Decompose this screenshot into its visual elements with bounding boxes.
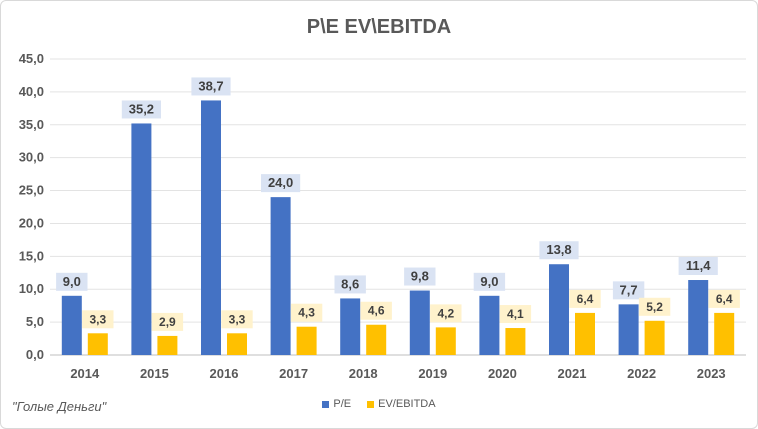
y-tick-label: 15,0	[19, 248, 44, 263]
y-tick-label: 30,0	[19, 150, 44, 165]
x-tick-label: 2020	[488, 366, 517, 381]
data-label-ev-ebitda: 4,6	[368, 304, 385, 318]
data-label-pe: 13,8	[546, 242, 571, 257]
data-label-ev-ebitda: 6,4	[577, 292, 594, 306]
bar-pe	[270, 197, 291, 355]
bar-ev-ebitda	[87, 333, 108, 355]
bar-pe	[479, 295, 500, 355]
bar-pe	[409, 290, 430, 355]
data-label-bg-ev-ebitda	[290, 303, 323, 322]
data-label-pe: 11,4	[686, 258, 711, 273]
source-note: "Голые Деньги"	[12, 399, 107, 414]
bar-ev-ebitda	[227, 333, 247, 355]
data-label-bg-ev-ebitda	[638, 297, 671, 316]
data-label-bg-pe	[473, 272, 506, 291]
x-tick-label: 2022	[627, 366, 656, 381]
data-label-bg-ev-ebitda	[221, 310, 253, 329]
data-label-pe: 9,8	[411, 269, 429, 284]
data-label-ev-ebitda: 4,1	[507, 307, 524, 321]
legend-item-pe: P/E	[322, 398, 351, 410]
x-tick-label: 2018	[349, 366, 378, 381]
data-label-ev-ebitda: 5,2	[646, 300, 663, 314]
bar-ev-ebitda	[435, 327, 456, 355]
data-label-pe: 38,7	[198, 78, 223, 93]
data-label-bg-pe	[121, 100, 161, 119]
bar-pe	[201, 100, 221, 355]
data-label-bg-ev-ebitda	[360, 301, 392, 320]
data-label-bg-pe	[334, 275, 366, 294]
x-tick-label: 2017	[279, 366, 308, 381]
legend-swatch-pe	[322, 400, 330, 408]
legend-swatch-ev-ebitda	[367, 400, 375, 408]
data-label-bg-ev-ebitda	[430, 304, 462, 323]
bar-ev-ebitda	[157, 335, 178, 355]
y-tick-label: 45,0	[19, 51, 44, 66]
chart-title: P\E EV\EBITDA	[306, 16, 452, 38]
data-label-bg-pe	[678, 257, 718, 276]
legend-label-pe: P/E	[333, 398, 352, 410]
bar-pe	[61, 295, 82, 355]
bar-ev-ebitda	[366, 324, 387, 355]
bar-ev-ebitda	[505, 328, 526, 355]
x-tick-label: 2021	[558, 366, 587, 381]
y-tick-label: 25,0	[19, 183, 44, 198]
bar-ev-ebitda	[714, 312, 735, 355]
data-label-bg-ev-ebitda	[82, 310, 114, 329]
bar-pe	[618, 304, 639, 355]
data-label-ev-ebitda: 3,3	[89, 312, 106, 326]
data-label-ev-ebitda: 2,9	[159, 315, 176, 329]
data-label-bg-ev-ebitda	[569, 289, 601, 308]
data-label-bg-ev-ebitda	[708, 289, 740, 308]
data-label-bg-pe	[612, 281, 645, 300]
data-label-ev-ebitda: 6,4	[716, 292, 733, 306]
data-label-bg-pe	[261, 174, 301, 193]
bar-pe	[688, 280, 709, 355]
data-label-ev-ebitda: 4,2	[437, 306, 454, 320]
data-label-bg-ev-ebitda	[499, 305, 532, 324]
bar-ev-ebitda	[644, 320, 665, 355]
y-tick-label: 35,0	[19, 117, 44, 132]
data-label-pe: 24,0	[268, 175, 293, 190]
x-tick-label: 2015	[140, 366, 169, 381]
bar-ev-ebitda	[296, 326, 317, 355]
bar-pe	[549, 264, 569, 355]
legend-item-ev-ebitda: EV/EBITDA	[367, 398, 436, 410]
y-tick-label: 20,0	[19, 215, 44, 230]
y-tick-label: 40,0	[19, 84, 44, 99]
data-label-bg-pe	[539, 241, 579, 260]
data-label-bg-ev-ebitda	[151, 312, 184, 331]
legend: P/E EV/EBITDA	[0, 398, 758, 410]
data-label-pe: 9,0	[480, 274, 498, 289]
data-label-ev-ebitda: 4,3	[298, 306, 315, 320]
y-tick-label: 10,0	[19, 281, 44, 296]
data-label-bg-pe	[404, 267, 436, 286]
bar-pe	[340, 298, 361, 355]
data-label-pe: 8,6	[341, 276, 359, 291]
bar-ev-ebitda	[575, 312, 595, 355]
data-label-bg-pe	[191, 77, 231, 96]
x-tick-label: 2014	[70, 366, 100, 381]
data-label-pe: 35,2	[129, 101, 154, 116]
data-label-bg-pe	[56, 272, 88, 291]
x-tick-label: 2016	[210, 366, 239, 381]
y-tick-label: 0,0	[26, 347, 44, 362]
data-label-ev-ebitda: 3,3	[229, 312, 246, 326]
bar-pe	[131, 123, 152, 355]
data-label-pe: 9,0	[63, 274, 81, 289]
legend-label-ev-ebitda: EV/EBITDA	[378, 398, 436, 410]
data-label-pe: 7,7	[620, 282, 638, 297]
y-tick-label: 5,0	[26, 314, 44, 329]
x-tick-label: 2019	[418, 366, 447, 381]
x-tick-label: 2023	[697, 366, 726, 381]
